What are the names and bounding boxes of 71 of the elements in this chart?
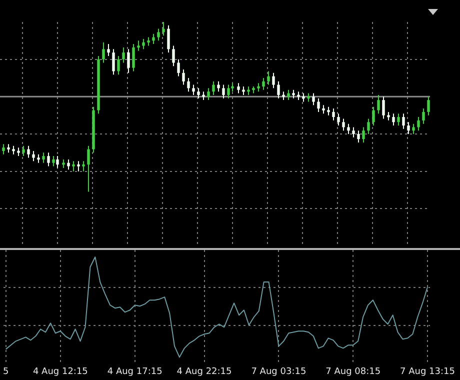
candlestick xyxy=(427,96,430,116)
candlestick xyxy=(127,48,130,74)
candlestick xyxy=(47,152,50,167)
x-tick-label: 7 Aug 03:15 xyxy=(251,366,306,377)
candlestick xyxy=(412,123,415,134)
candlestick xyxy=(422,108,425,124)
candlestick xyxy=(27,145,30,158)
candlestick xyxy=(312,92,315,106)
x-tick-label: 4 Aug 12:15 xyxy=(32,366,88,377)
candlestick xyxy=(87,145,90,192)
candlestick xyxy=(347,123,350,134)
candlestick xyxy=(207,88,210,101)
x-tick-label: 4 Aug 22:15 xyxy=(176,366,232,377)
x-tick-label: 7 Aug 13:15 xyxy=(400,366,456,377)
candlestick xyxy=(227,84,230,99)
candlestick xyxy=(137,40,140,52)
candlestick xyxy=(417,116,420,132)
candlestick xyxy=(52,156,55,167)
x-tick-label: 4 Aug 17:15 xyxy=(107,366,162,377)
candlestick xyxy=(397,113,400,126)
candlestick xyxy=(372,106,375,126)
candlestick xyxy=(352,126,355,138)
candlestick xyxy=(392,113,395,126)
candlestick xyxy=(117,55,120,76)
candlestick xyxy=(197,88,200,99)
candlestick xyxy=(357,130,360,143)
candlestick xyxy=(77,160,80,172)
candlestick xyxy=(152,33,155,45)
candlestick xyxy=(177,58,180,77)
candlestick xyxy=(122,46,125,64)
candlestick xyxy=(157,28,160,42)
candlestick xyxy=(2,144,5,155)
candlestick xyxy=(32,150,35,162)
candlestick xyxy=(287,89,290,101)
candlestick xyxy=(162,22,165,36)
candlestick xyxy=(212,80,215,96)
candlestick xyxy=(262,78,265,90)
x-tick-label: 7 Aug 08:15 xyxy=(326,366,381,377)
candlestick xyxy=(22,145,25,157)
candlestick xyxy=(187,78,190,92)
candlestick xyxy=(217,80,220,92)
candlestick xyxy=(172,45,175,67)
candlestick xyxy=(112,48,115,76)
x-tick-label: 5 xyxy=(2,366,9,377)
candlestick xyxy=(107,44,110,56)
candlestick xyxy=(367,118,370,134)
candlestick xyxy=(82,160,85,172)
candlestick xyxy=(277,80,280,99)
candlestick xyxy=(237,82,240,94)
candlestick xyxy=(382,96,385,120)
candlestick xyxy=(142,38,145,50)
candlestick xyxy=(132,44,135,72)
candlestick xyxy=(407,122,410,134)
candlestick xyxy=(56,156,59,168)
candlestick xyxy=(72,160,75,172)
candlestick xyxy=(317,98,320,112)
candlestick xyxy=(272,72,275,89)
candlestick xyxy=(167,24,170,54)
candlestick xyxy=(102,42,105,64)
candlestick xyxy=(362,126,365,143)
candlestick xyxy=(267,70,270,86)
candlestick xyxy=(342,118,345,132)
candlestick xyxy=(377,94,380,114)
candlestick xyxy=(337,113,340,126)
candlestick xyxy=(192,84,195,96)
candlestick xyxy=(402,113,405,130)
candlestick xyxy=(182,69,185,86)
candlestick xyxy=(42,152,45,164)
candlestick xyxy=(67,158,70,170)
candlestick xyxy=(332,108,335,121)
candlestick xyxy=(222,84,225,99)
